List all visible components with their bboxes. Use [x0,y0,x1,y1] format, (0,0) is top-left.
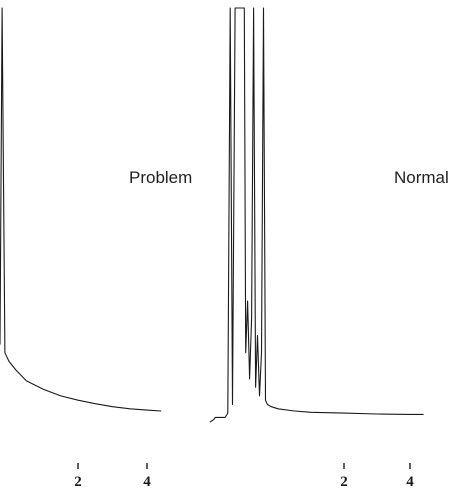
problem-label: Problem [129,168,192,187]
normal-label: Normal [394,168,449,187]
normal-x-tick-label-4: 4 [406,474,414,490]
normal-x-tick-label-2: 2 [340,474,348,490]
problem-x-tick-label-4: 4 [143,474,151,490]
problem-trace [0,7,162,412]
problem-panel: Problem 2 4 [0,7,192,490]
problem-x-tick-label-2: 2 [74,474,82,490]
normal-trace [209,7,424,423]
normal-panel: Normal 2 4 [209,7,449,490]
